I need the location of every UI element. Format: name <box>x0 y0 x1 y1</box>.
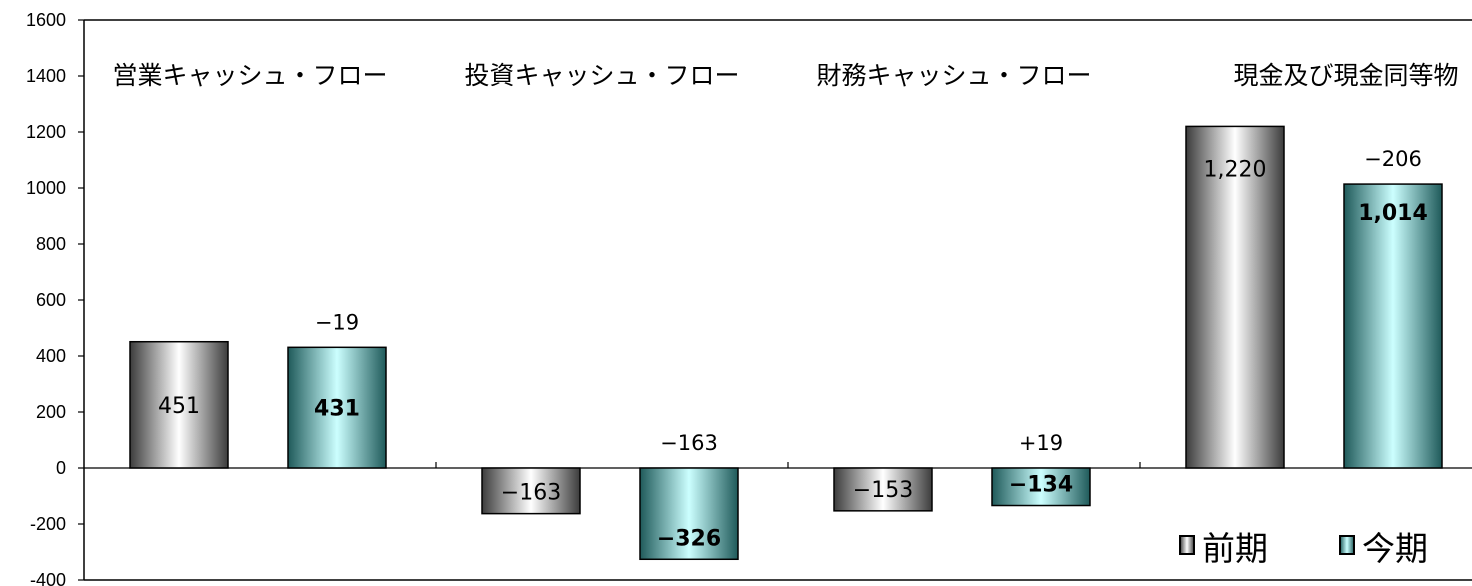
bar <box>1343 183 1443 469</box>
category-label: 現金及び現金同等物 <box>1233 61 1458 90</box>
category-label: 投資キャッシュ・フロー <box>464 61 739 90</box>
bar <box>1185 125 1285 469</box>
data-label: −153 <box>853 478 913 503</box>
y-tick-label: 1400 <box>26 66 66 86</box>
y-tick-label: -400 <box>30 570 66 586</box>
bar <box>287 346 387 469</box>
data-label: 1,014 <box>1358 201 1428 226</box>
y-tick-label: 600 <box>36 290 66 310</box>
y-tick-label: 800 <box>36 234 66 254</box>
legend-label: 今期 <box>1362 529 1428 568</box>
y-tick-label: 1200 <box>26 122 66 142</box>
legend-label: 前期 <box>1202 529 1268 568</box>
category-label: 財務キャッシュ・フロー <box>816 61 1091 90</box>
bar <box>481 467 581 515</box>
change-label: −206 <box>1364 147 1422 171</box>
bar <box>991 467 1091 507</box>
bar <box>639 467 739 561</box>
legend-swatch <box>1339 535 1355 555</box>
data-label: −134 <box>1009 473 1073 498</box>
data-label: 431 <box>314 397 360 422</box>
data-label: −326 <box>657 526 721 551</box>
y-tick-label: 400 <box>36 346 66 366</box>
change-label: −19 <box>315 310 359 334</box>
y-tick-label: 1600 <box>26 10 66 30</box>
y-tick-label: 0 <box>56 458 66 478</box>
change-label: +19 <box>1019 431 1063 455</box>
data-label: 1,220 <box>1204 157 1267 182</box>
legend-swatch <box>1179 535 1195 555</box>
y-tick-label: -200 <box>30 514 66 534</box>
category-label: 営業キャッシュ・フロー <box>112 61 387 90</box>
y-tick-label: 1000 <box>26 178 66 198</box>
data-label: 451 <box>158 394 200 419</box>
change-label: −163 <box>660 431 718 455</box>
y-tick-label: 200 <box>36 402 66 422</box>
data-label: −163 <box>501 481 561 506</box>
bar <box>129 340 229 469</box>
bar <box>833 467 933 512</box>
plot-area: 1600 1400 1200 1000 800 600 400 200 0 -200 -400 営業キ… <box>26 10 1472 586</box>
